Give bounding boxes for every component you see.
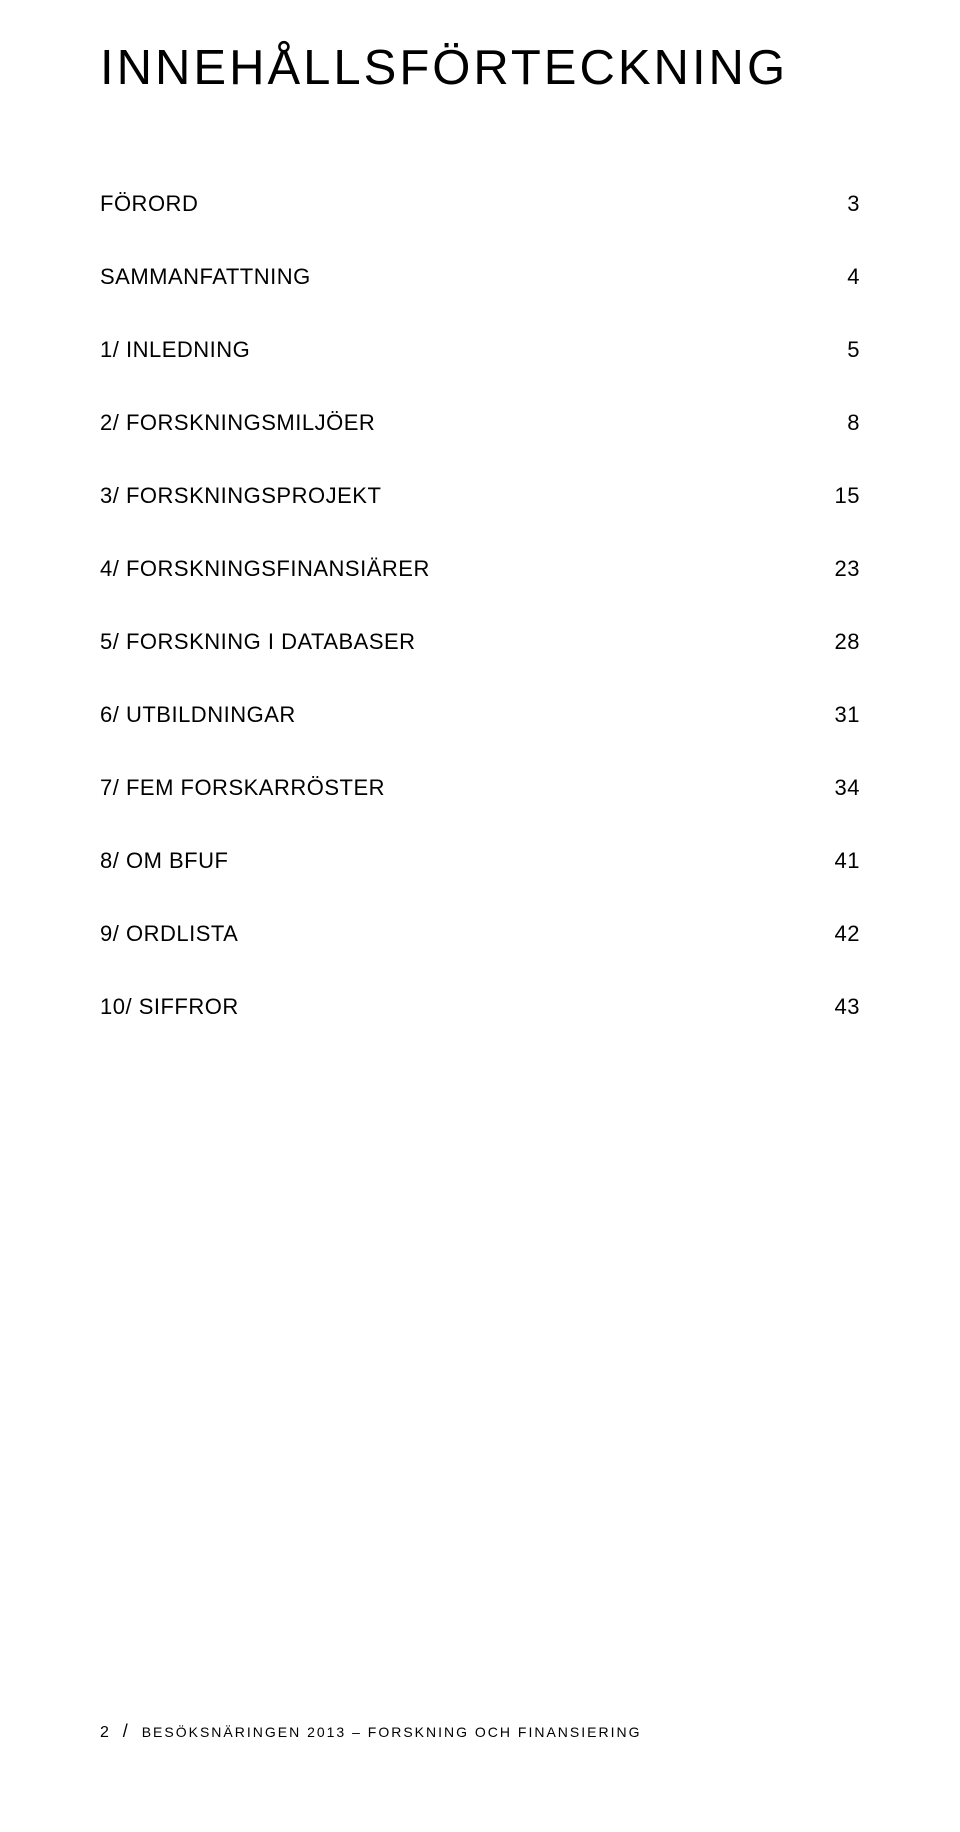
toc-page: 28 [800, 629, 860, 655]
toc-page: 5 [800, 337, 860, 363]
toc-label: 3/ FORSKNINGSPROJEKT [100, 483, 800, 509]
toc-page: 34 [800, 775, 860, 801]
toc-entry-forskningsfinansiarer: 4/ FORSKNINGSFINANSIÄRER 23 [100, 556, 860, 582]
toc-entry-ordlista: 9/ ORDLISTA 42 [100, 921, 860, 947]
toc-page: 43 [800, 994, 860, 1020]
toc-label: 10/ SIFFROR [100, 994, 800, 1020]
toc-entry-om-bfuf: 8/ OM BFUF 41 [100, 848, 860, 874]
toc-label: SAMMANFATTNING [100, 264, 800, 290]
footer-text: BESÖKSNÄRINGEN 2013 – FORSKNING OCH FINA… [142, 1724, 642, 1740]
toc-label: 5/ FORSKNING I DATABASER [100, 629, 800, 655]
toc-label: 1/ INLEDNING [100, 337, 800, 363]
toc-page: 8 [800, 410, 860, 436]
toc-page: 42 [800, 921, 860, 947]
toc-entry-forord: FÖRORD 3 [100, 191, 860, 217]
toc-label: 2/ FORSKNINGSMILJÖER [100, 410, 800, 436]
footer-page-number: 2 [100, 1724, 111, 1741]
toc-entry-inledning: 1/ INLEDNING 5 [100, 337, 860, 363]
toc-label: 6/ UTBILDNINGAR [100, 702, 800, 728]
toc-label: 9/ ORDLISTA [100, 921, 800, 947]
toc-entry-sammanfattning: SAMMANFATTNING 4 [100, 264, 860, 290]
toc-entry-forskningsprojekt: 3/ FORSKNINGSPROJEKT 15 [100, 483, 860, 509]
footer-slash: / [123, 1721, 130, 1741]
toc-entry-forskarroster: 7/ FEM FORSKARRÖSTER 34 [100, 775, 860, 801]
toc-page: 41 [800, 848, 860, 874]
toc-entry-forskning-databaser: 5/ FORSKNING I DATABASER 28 [100, 629, 860, 655]
toc-entry-forskningsmiljoer: 2/ FORSKNINGSMILJÖER 8 [100, 410, 860, 436]
page-footer: 2 / BESÖKSNÄRINGEN 2013 – FORSKNING OCH … [100, 1721, 641, 1742]
toc-page: 4 [800, 264, 860, 290]
toc-entry-utbildningar: 6/ UTBILDNINGAR 31 [100, 702, 860, 728]
toc-page: 23 [800, 556, 860, 582]
toc-page: 31 [800, 702, 860, 728]
toc-page: 15 [800, 483, 860, 509]
toc-label: 8/ OM BFUF [100, 848, 800, 874]
toc-label: 7/ FEM FORSKARRÖSTER [100, 775, 800, 801]
toc-label: FÖRORD [100, 191, 800, 217]
document-page: INNEHÅLLSFÖRTECKNING FÖRORD 3 SAMMANFATT… [0, 0, 960, 1832]
page-title: INNEHÅLLSFÖRTECKNING [100, 40, 860, 96]
toc-entry-siffror: 10/ SIFFROR 43 [100, 994, 860, 1020]
toc-label: 4/ FORSKNINGSFINANSIÄRER [100, 556, 800, 582]
toc-page: 3 [800, 191, 860, 217]
